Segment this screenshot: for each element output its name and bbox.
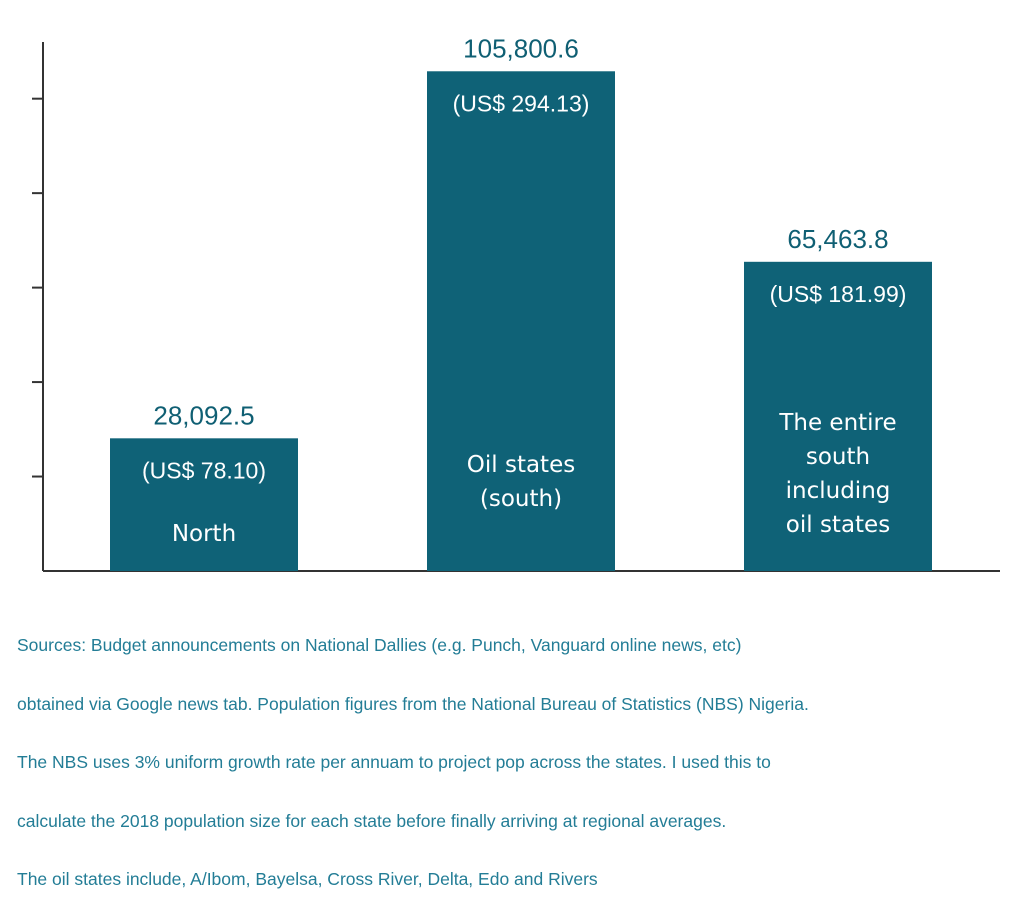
category-label: (south) (480, 486, 562, 512)
bar-chart: 28,092.5 (US$ 78.10) North 105,800.6 (US$ 29… (32, 33, 1000, 572)
note-line: Sources: Budget announcements on Nationa… (17, 635, 742, 655)
bar (110, 438, 298, 571)
note-line: The oil states include, A/Ibom, Bayelsa,… (17, 869, 598, 889)
usd-label: (US$ 78.10) (142, 457, 266, 483)
category-label: North (172, 521, 236, 547)
value-label: 65,463.8 (787, 224, 888, 254)
category-label: south (806, 444, 870, 470)
value-label: 105,800.6 (463, 33, 579, 63)
category-label: Oil states (467, 452, 575, 478)
category-label: including (786, 478, 891, 504)
note-line: The NBS uses 3% uniform growth rate per … (17, 752, 771, 772)
category-label: The entire (778, 410, 896, 436)
usd-label: (US$ 294.13) (453, 90, 590, 116)
value-label: 28,092.5 (153, 400, 254, 430)
bar (427, 71, 615, 571)
note-line: obtained via Google news tab. Population… (17, 693, 809, 714)
usd-label: (US$ 181.99) (770, 281, 907, 307)
bar (744, 261, 932, 571)
note-line: calculate the 2018 population size for e… (17, 810, 727, 831)
category-label: oil states (786, 512, 890, 538)
source-notes: Sources: Budget announcements on Nationa… (17, 597, 809, 909)
